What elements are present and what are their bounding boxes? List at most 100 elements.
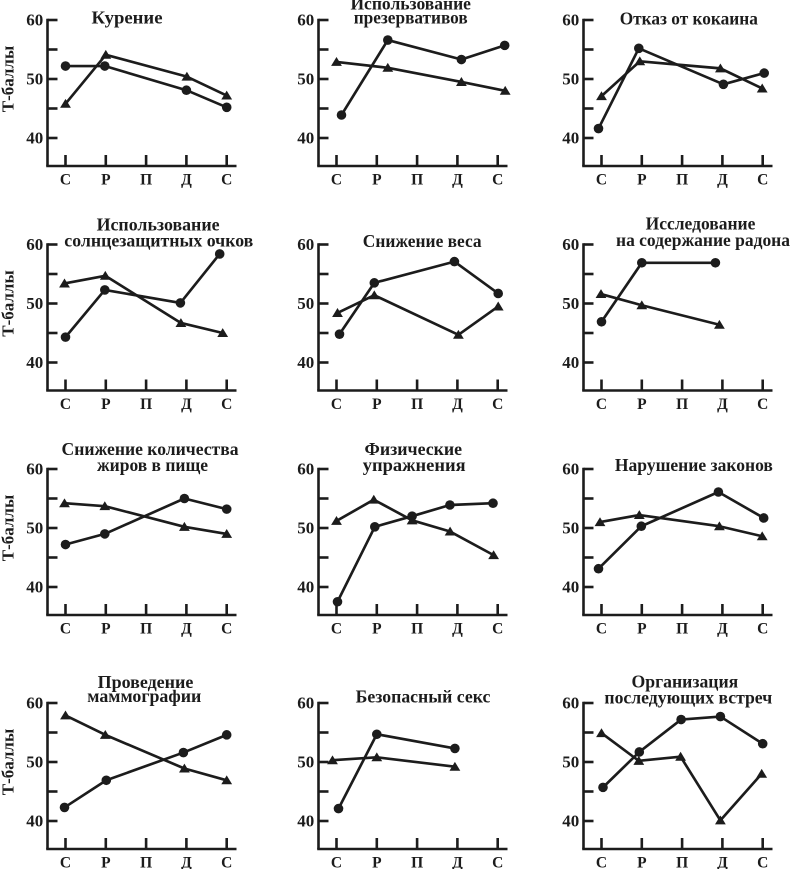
svg-text:Р: Р — [101, 621, 111, 638]
svg-text:40: 40 — [562, 129, 579, 148]
svg-text:С: С — [757, 172, 768, 189]
svg-text:П: П — [140, 621, 152, 638]
svg-text:Р: Р — [637, 396, 647, 413]
svg-text:60: 60 — [26, 11, 43, 30]
svg-text:П: П — [676, 855, 688, 869]
svg-text:60: 60 — [297, 460, 314, 479]
svg-text:С: С — [60, 396, 71, 413]
svg-text:С: С — [757, 855, 768, 869]
svg-text:50: 50 — [562, 70, 579, 89]
svg-text:С: С — [331, 855, 342, 869]
svg-text:60: 60 — [562, 235, 579, 254]
svg-text:40: 40 — [297, 129, 314, 148]
svg-text:Организация: Организация — [632, 671, 739, 691]
svg-text:50: 50 — [562, 519, 579, 538]
svg-text:П: П — [411, 172, 423, 189]
svg-text:Д: Д — [717, 855, 728, 869]
svg-text:Д: Д — [452, 172, 463, 189]
svg-text:С: С — [221, 621, 232, 638]
svg-text:40: 40 — [297, 353, 314, 372]
svg-text:Нарушение законов: Нарушение законов — [615, 455, 773, 475]
svg-text:С: С — [596, 396, 607, 413]
svg-text:С: С — [60, 172, 71, 189]
svg-text:Т-баллы: Т-баллы — [0, 270, 18, 337]
svg-text:на содержание радона: на содержание радона — [616, 230, 790, 250]
svg-text:60: 60 — [297, 694, 314, 713]
svg-text:60: 60 — [297, 235, 314, 254]
svg-text:П: П — [411, 621, 423, 638]
svg-text:презервативов: презервативов — [354, 8, 468, 28]
svg-text:С: С — [60, 855, 71, 869]
svg-text:60: 60 — [562, 694, 579, 713]
svg-text:50: 50 — [297, 519, 314, 538]
svg-text:С: С — [492, 396, 503, 413]
svg-text:Д: Д — [452, 855, 463, 869]
svg-text:С: С — [492, 172, 503, 189]
svg-text:Д: Д — [717, 396, 728, 413]
svg-text:С: С — [221, 855, 232, 869]
svg-text:Р: Р — [372, 855, 382, 869]
svg-text:40: 40 — [297, 812, 314, 831]
svg-text:П: П — [140, 855, 152, 869]
svg-text:маммографии: маммографии — [87, 686, 201, 706]
svg-text:50: 50 — [297, 753, 314, 772]
svg-text:С: С — [331, 396, 342, 413]
svg-text:Д: Д — [181, 855, 192, 869]
svg-text:С: С — [757, 396, 768, 413]
svg-text:С: С — [757, 621, 768, 638]
svg-text:50: 50 — [26, 753, 43, 772]
svg-text:Проведение: Проведение — [98, 672, 194, 692]
svg-text:60: 60 — [26, 694, 43, 713]
svg-text:Д: Д — [452, 396, 463, 413]
svg-text:П: П — [140, 396, 152, 413]
svg-text:50: 50 — [26, 294, 43, 313]
svg-text:50: 50 — [26, 519, 43, 538]
svg-text:П: П — [411, 396, 423, 413]
svg-text:П: П — [676, 396, 688, 413]
svg-text:Курение: Курение — [92, 7, 163, 27]
svg-text:П: П — [676, 172, 688, 189]
svg-text:П: П — [676, 621, 688, 638]
svg-text:Использование: Использование — [350, 0, 471, 14]
svg-text:Д: Д — [181, 172, 192, 189]
svg-text:Д: Д — [181, 396, 192, 413]
svg-text:С: С — [492, 621, 503, 638]
svg-text:Т-баллы: Т-баллы — [0, 46, 18, 113]
svg-text:40: 40 — [297, 578, 314, 597]
svg-text:Т-баллы: Т-баллы — [0, 729, 18, 796]
svg-text:Р: Р — [372, 621, 382, 638]
svg-text:Безопасный секс: Безопасный секс — [356, 687, 491, 707]
svg-text:Т-баллы: Т-баллы — [0, 495, 18, 562]
svg-text:60: 60 — [26, 460, 43, 479]
svg-text:Р: Р — [637, 621, 647, 638]
svg-text:Д: Д — [452, 621, 463, 638]
svg-text:50: 50 — [297, 294, 314, 313]
svg-text:упражнения: упражнения — [363, 455, 466, 475]
svg-text:С: С — [596, 172, 607, 189]
svg-text:Исследование: Исследование — [646, 213, 756, 233]
svg-text:Р: Р — [637, 172, 647, 189]
svg-text:С: С — [221, 172, 232, 189]
svg-text:С: С — [596, 621, 607, 638]
svg-text:50: 50 — [297, 70, 314, 89]
svg-text:Д: Д — [717, 172, 728, 189]
svg-text:Физические: Физические — [365, 439, 463, 459]
svg-text:60: 60 — [562, 11, 579, 30]
svg-text:Р: Р — [101, 396, 111, 413]
svg-text:С: С — [331, 621, 342, 638]
svg-text:40: 40 — [562, 353, 579, 372]
svg-text:Снижение веса: Снижение веса — [363, 231, 482, 251]
svg-text:40: 40 — [26, 129, 43, 148]
svg-text:50: 50 — [26, 70, 43, 89]
svg-text:Д: Д — [717, 621, 728, 638]
svg-text:С: С — [60, 621, 71, 638]
svg-text:Р: Р — [101, 172, 111, 189]
svg-text:60: 60 — [26, 235, 43, 254]
svg-text:40: 40 — [26, 578, 43, 597]
svg-text:Р: Р — [372, 396, 382, 413]
svg-text:Использование: Использование — [97, 215, 220, 235]
svg-text:Отказ от кокаина: Отказ от кокаина — [620, 8, 758, 28]
svg-text:40: 40 — [562, 578, 579, 597]
svg-text:П: П — [411, 855, 423, 869]
svg-text:Р: Р — [101, 855, 111, 869]
